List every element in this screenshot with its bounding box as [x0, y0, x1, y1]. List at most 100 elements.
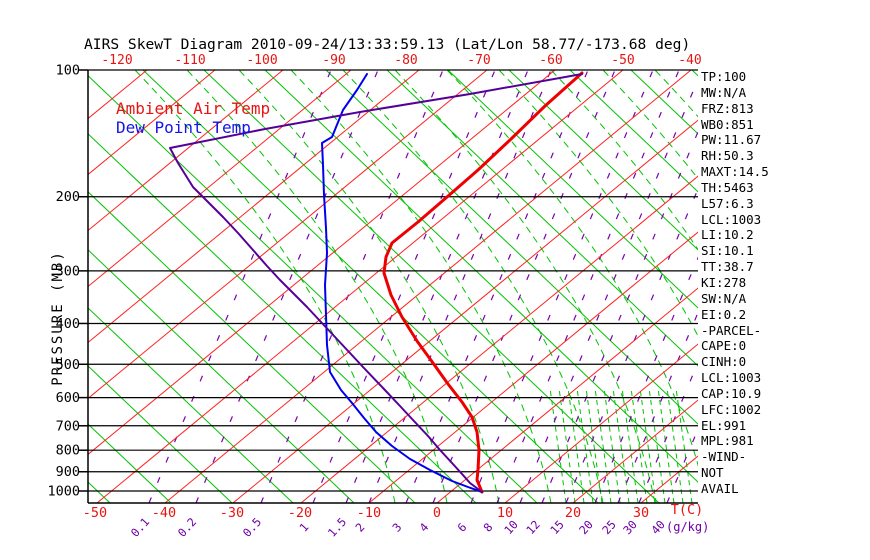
stats-panel: TP:100 MW:N/A FRZ:813 WB0:851 PW:11.67 RH:50.… — [701, 69, 769, 497]
isotherm-line — [88, 70, 420, 344]
stat-line: L57:6.3 — [701, 195, 754, 211]
bottom-temp-tick-label: -50 — [83, 505, 107, 521]
stat-line: EI:0.2 — [701, 306, 747, 322]
temp-axis-unit-label: T(C) — [671, 502, 704, 518]
stat-line: TH:5463 — [701, 179, 754, 195]
dry-adiabat-line — [88, 423, 172, 503]
purple-trace-line — [169, 73, 583, 493]
moist-adiabat-line — [446, 70, 698, 467]
mixing-ratio-tick-label: 0.2 — [175, 515, 199, 540]
legend-dew-point-temp: Dew Point Temp — [116, 118, 251, 137]
dew-point-temp-line — [321, 73, 483, 493]
stat-line: LCL:1003 — [701, 211, 762, 227]
moist-adiabat-fan-line — [666, 387, 684, 503]
isotherm-line — [232, 119, 698, 503]
moist-adiabat-line — [759, 70, 870, 503]
isotherm-line — [164, 70, 692, 503]
isotherm-line — [0, 70, 79, 503]
mixing-ratio-line — [541, 130, 698, 503]
ambient-air-temp-line — [382, 71, 584, 494]
page-title: AIRS SkewT Diagram 2010-09-24/13:33:59.1… — [84, 36, 691, 53]
isotherm-line — [88, 70, 352, 288]
top-temp-tick-label: -60 — [539, 53, 562, 68]
top-temp-tick-label: -40 — [678, 53, 701, 68]
moist-adiabat-fan-line — [585, 387, 603, 503]
stat-line: NOT — [701, 465, 724, 481]
dry-adiabat-line — [386, 70, 698, 367]
moist-adiabat-fan-line — [675, 387, 693, 503]
dry-adiabat-line — [325, 70, 698, 425]
top-temp-tick-label: -100 — [246, 53, 277, 68]
moist-adiabat-fan-line — [594, 387, 612, 503]
stat-line: TP:100 — [701, 69, 747, 84]
stat-line: TT:38.7 — [701, 259, 754, 275]
isotherm-line — [572, 399, 698, 503]
pressure-tick-label: 800 — [56, 443, 80, 459]
moist-adiabat-fan-line — [648, 387, 666, 503]
stat-line: KI:278 — [701, 274, 747, 290]
bottom-temp-tick-label: 20 — [565, 505, 581, 521]
moist-adiabat-line — [134, 70, 396, 503]
stat-line: WB0:851 — [701, 116, 754, 132]
stat-line: AVAIL — [701, 480, 739, 496]
isotherm-line — [0, 70, 11, 503]
dry-adiabat-line — [88, 365, 233, 503]
bottom-temp-tick-label: 30 — [633, 505, 649, 521]
moist-adiabat-line — [290, 70, 552, 503]
top-temp-tick-label: -120 — [101, 53, 132, 68]
stat-line: PW:11.67 — [701, 132, 762, 148]
moist-adiabat-line — [238, 70, 500, 503]
dry-adiabat-line — [88, 133, 477, 503]
bottom-temp-tick-label: -10 — [357, 505, 381, 521]
bottom-temp-tick-label: 10 — [497, 505, 513, 521]
top-temp-tick-label: -80 — [394, 53, 417, 68]
mixing-ratio-line — [260, 70, 444, 503]
moist-adiabat-fan-line — [558, 387, 576, 503]
moist-adiabat-fan-line — [603, 387, 621, 503]
stat-line: MW:N/A — [701, 84, 747, 100]
dry-adiabat-line — [447, 70, 698, 309]
dry-adiabat-line — [142, 70, 599, 503]
moist-adiabat-line — [394, 70, 656, 503]
moist-adiabat-line — [550, 70, 698, 251]
pressure-tick-label: 1000 — [47, 484, 80, 500]
stat-line: LCL:1003 — [701, 370, 762, 386]
mixing-axis-unit-label: (g/kg) — [666, 520, 709, 534]
mixing-ratio-tick-label: 25 — [599, 517, 619, 537]
mixing-ratio-line — [470, 70, 654, 503]
mixing-ratio-tick-label: 40 — [648, 517, 668, 537]
dry-adiabat-line — [88, 75, 538, 503]
moist-adiabat-fan-line — [630, 387, 648, 503]
mixing-ratio-line — [345, 70, 529, 503]
dry-adiabat-line — [264, 70, 698, 483]
isotherm-line — [368, 231, 698, 503]
pressure-tick-label: 500 — [56, 357, 80, 373]
mixing-ratio-tick-label: 12 — [523, 517, 543, 537]
pressure-tick-label: 200 — [56, 189, 80, 205]
isobars — [79, 69, 698, 504]
isotherm-line — [88, 70, 216, 176]
mixing-ratio-line — [405, 70, 589, 503]
profile-lines — [169, 71, 584, 494]
legend: Ambient Air Temp Dew Point Temp — [116, 99, 270, 137]
dry-adiabat-line — [88, 307, 294, 503]
dry-adiabat-line — [88, 191, 416, 503]
stat-line: CAPE:0 — [701, 338, 747, 354]
stat-line: MPL:981 — [701, 433, 754, 449]
stat-line: SW:N/A — [701, 290, 747, 306]
isotherm-line — [88, 70, 488, 400]
stat-line: -PARCEL- — [701, 322, 762, 338]
moist-adiabat-fan-line — [549, 387, 567, 503]
isotherm-line — [96, 70, 624, 503]
mixing-ratio-tick-label: 8 — [481, 520, 496, 535]
pressure-tick-label: 300 — [56, 263, 80, 279]
stat-line: LFC:1002 — [701, 401, 762, 417]
mixing-ratio-tick-label: 2 — [353, 520, 368, 535]
stat-line: CAP:10.9 — [701, 385, 762, 401]
stat-line: LI:10.2 — [701, 227, 754, 243]
legend-ambient-air-temp: Ambient Air Temp — [116, 99, 271, 118]
pressure-tick-label: 700 — [56, 418, 80, 434]
top-temp-tick-label: -50 — [611, 53, 634, 68]
dry-adiabat-line — [508, 70, 698, 251]
